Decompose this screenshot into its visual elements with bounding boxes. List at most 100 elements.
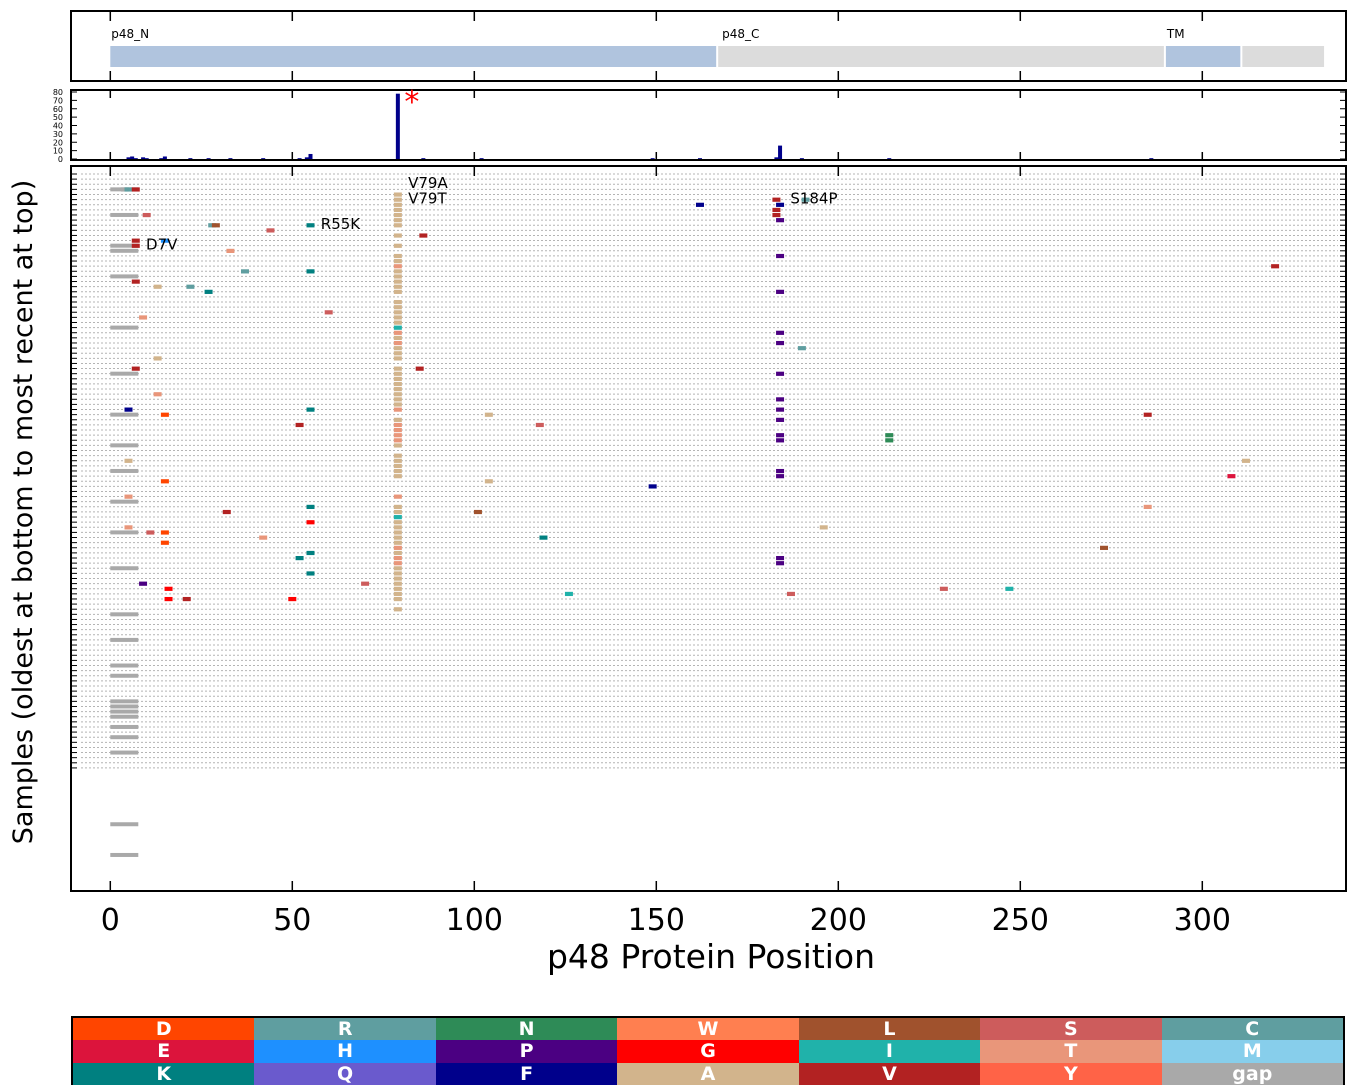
frequency-bar [126, 157, 131, 159]
mutation-mark [153, 284, 162, 289]
legend-swatch-d: D [73, 1018, 255, 1041]
frequency-bar [308, 153, 313, 159]
domain-label: TM [1166, 27, 1185, 41]
mutation-mark [393, 402, 402, 407]
mutation-mark [361, 581, 370, 586]
mutation-mark [393, 520, 402, 525]
mutation-mark [776, 556, 785, 561]
frequency-bar [778, 145, 783, 159]
bar-y-tick-label: 40 [53, 122, 63, 131]
mutation-mark [393, 458, 402, 463]
mutation-mark [393, 346, 402, 351]
mutation-mark [393, 545, 402, 550]
mutation-mark [240, 269, 249, 274]
mutation-mark [776, 253, 785, 259]
mutation-mark [153, 392, 162, 397]
mutation-mark [393, 197, 402, 202]
frequency-bar [162, 156, 167, 159]
mutation-mark [131, 366, 140, 371]
mutation-mark [393, 392, 402, 397]
mutation-mark [393, 253, 402, 259]
frequency-bar [188, 158, 193, 159]
mutation-mark [393, 433, 402, 438]
mutation-mark [131, 238, 140, 243]
x-tick-label: 0 [101, 903, 120, 938]
mutation-mark [393, 212, 402, 218]
mutation-mark [393, 561, 402, 566]
mutation-mark [393, 571, 402, 576]
mutation-mark [776, 417, 785, 422]
mutation-mark [695, 202, 704, 207]
mutation-mark [288, 596, 297, 602]
mutation-mark [393, 259, 402, 264]
mutation-mark [1143, 412, 1152, 417]
mutation-mark [393, 315, 402, 320]
mutation-mark [393, 494, 402, 499]
mutation-mark [484, 479, 493, 484]
mutation-mark [295, 422, 304, 428]
mutation-mark [393, 540, 402, 545]
gap-mark [110, 530, 139, 535]
mutation-mark [393, 453, 402, 458]
bar-y-tick-label: 30 [53, 130, 63, 139]
mutation-mark [393, 576, 402, 581]
mutation-mark [393, 515, 402, 520]
mutation-mark [182, 596, 191, 602]
mutation-mark [160, 238, 169, 243]
mutation-mark [160, 540, 169, 545]
mutation-mark [393, 300, 402, 305]
frequency-bar [479, 158, 484, 159]
mutation-mark [393, 274, 402, 279]
mutation-mark [776, 468, 785, 474]
mutation-mark [772, 212, 781, 218]
mutation-mark [1005, 586, 1014, 591]
mutation-mark [306, 571, 315, 576]
mutation-mark [776, 371, 785, 376]
mutation-mark [393, 586, 402, 591]
frequency-bar [650, 158, 655, 159]
gap-mark [110, 704, 139, 709]
gap-mark [110, 709, 139, 714]
mutation-mark [393, 223, 402, 228]
mutation-mark [393, 243, 402, 248]
bar-y-tick-label: 0 [58, 155, 63, 164]
mutation-mark [146, 530, 155, 535]
domain-map-panel: p48_N TM p48_C [70, 10, 1347, 82]
mutation-mark [131, 187, 140, 192]
mutation-mark [393, 381, 402, 387]
mutation-mark [393, 335, 402, 341]
domain-bar [110, 46, 717, 67]
mutation-mark [776, 289, 785, 294]
gap-mark [110, 699, 139, 704]
bar-y-tick-label: 10 [53, 147, 63, 156]
mutation-mark [124, 525, 133, 530]
mutation-mark [393, 566, 402, 571]
gap-mark [110, 499, 139, 504]
mutation-mark [473, 509, 482, 515]
x-tick-label: 250 [992, 903, 1049, 938]
x-tick-label: 100 [446, 903, 503, 938]
mutation-mark [393, 509, 402, 515]
mutation-mark [393, 218, 402, 223]
legend-swatch-y: Y [980, 1062, 1162, 1085]
mutation-mark [1100, 545, 1109, 550]
mutation-mark [885, 433, 894, 438]
frequency-bar [130, 156, 135, 159]
domain-bar [1242, 46, 1325, 67]
mutation-mark [160, 479, 169, 484]
mutation-mark [139, 315, 148, 320]
mutation-mark [393, 535, 402, 540]
mutation-mark [776, 433, 785, 438]
mutation-mark [393, 192, 402, 197]
mutation-mark [124, 187, 133, 192]
mutation-mark [211, 223, 220, 228]
bar-panel-frame [70, 89, 1347, 161]
mutation-mark [142, 212, 151, 218]
frequency-bar [304, 157, 309, 159]
legend-swatch-w: W [617, 1018, 799, 1041]
mutation-mark [1271, 264, 1280, 269]
mutation-mark [393, 387, 402, 392]
mutation-mark [1143, 504, 1152, 509]
